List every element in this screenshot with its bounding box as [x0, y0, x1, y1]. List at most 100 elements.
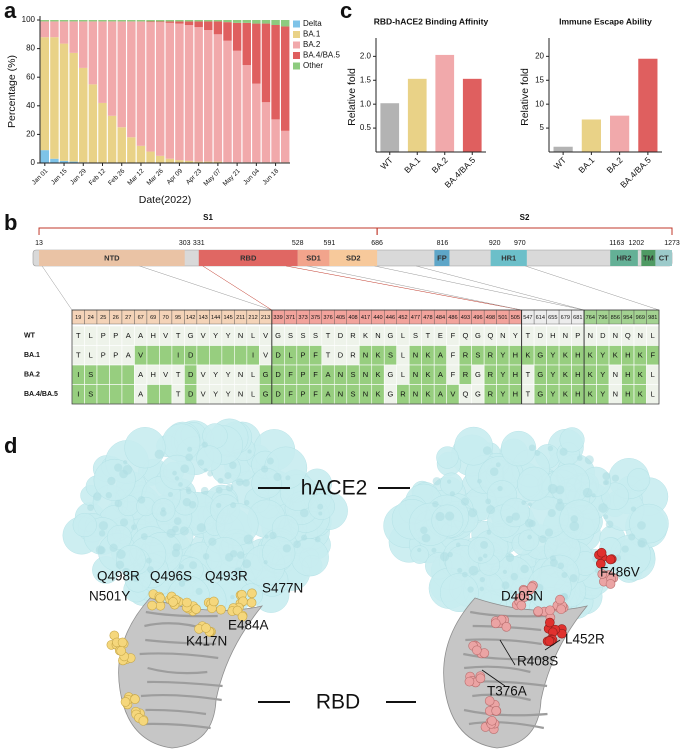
surface-texture [521, 500, 526, 505]
surface-texture [131, 524, 137, 531]
surface-texture [216, 571, 223, 578]
residue-sphere [246, 597, 257, 608]
surface-texture [598, 503, 608, 513]
surface-texture [420, 526, 428, 534]
x-tick-label: Apr 23 [185, 167, 204, 186]
surface-blob [517, 466, 552, 502]
residue: T [176, 390, 181, 399]
column-header: 477 [411, 315, 420, 321]
residue: K [425, 390, 430, 399]
residue-sphere [605, 554, 616, 565]
chart-title: RBD-hACE2 Binding Affinity [374, 16, 489, 26]
bar-segment [107, 20, 117, 22]
table-cell [121, 384, 135, 405]
surface-texture [557, 562, 565, 570]
surface-texture [282, 544, 292, 553]
residue-sphere [247, 588, 257, 599]
rbd-strand [145, 708, 207, 716]
surface-texture [532, 596, 538, 602]
domain [655, 250, 672, 266]
position-label: 816 [437, 240, 449, 247]
y-tick-label: 80 [26, 44, 35, 53]
surface-texture [195, 587, 203, 595]
residue-sphere [147, 600, 157, 611]
bar-segment [69, 161, 78, 163]
bar-segment [280, 130, 290, 163]
x-tick-label: BA.1 [576, 155, 596, 175]
x-tick-label: BA.2 [430, 155, 450, 175]
domain [434, 250, 450, 266]
position-label: 1273 [664, 240, 680, 247]
surface-texture [140, 533, 148, 540]
residue: N [413, 351, 418, 360]
residue: Y [226, 370, 231, 379]
residue: K [425, 351, 430, 360]
x-tick-label: BA.1 [402, 155, 422, 175]
residue: D [188, 390, 194, 399]
bar-segment [165, 20, 175, 22]
position-label: 591 [324, 240, 336, 247]
legend-swatch [293, 41, 300, 49]
domain-label: RBD [240, 253, 257, 262]
residue: P [301, 351, 306, 360]
surface-texture [421, 533, 431, 543]
column-header: 67 [138, 315, 144, 321]
x-tick-label: May 07 [202, 167, 222, 187]
surface-texture [468, 508, 478, 518]
surface-texture [235, 478, 244, 486]
surface-texture [172, 470, 177, 476]
bar-segment [184, 20, 194, 22]
bar-segment [204, 30, 213, 162]
rbd-strand [140, 693, 222, 702]
residue: V [201, 370, 206, 379]
column-header: 405 [336, 315, 345, 321]
residue: G [263, 390, 269, 399]
residue: R [488, 351, 494, 360]
residue: Q [462, 331, 468, 340]
domain-label: HR1 [501, 253, 516, 262]
bar-segment [252, 83, 261, 163]
residue: N [375, 331, 380, 340]
residue: Y [550, 351, 555, 360]
residue: H [625, 390, 630, 399]
column-header: 954 [623, 315, 632, 321]
residue-sphere [155, 593, 165, 603]
residue: G [388, 331, 394, 340]
column-header: 614 [536, 315, 545, 321]
surface-texture [511, 512, 520, 521]
bar [380, 103, 400, 152]
bar-segment [98, 20, 107, 22]
rbd-strand [463, 708, 548, 717]
residue: V [163, 331, 168, 340]
bar-segment [194, 20, 203, 22]
segment-label: S2 [520, 213, 530, 222]
bar-segment [184, 160, 194, 163]
bar-segment [175, 23, 184, 161]
residue: P [101, 351, 106, 360]
residue-sphere [130, 694, 140, 704]
surface-texture [502, 569, 508, 574]
y-tick-label: 40 [26, 101, 35, 110]
bar-segment [146, 21, 155, 23]
surface-texture [547, 509, 556, 518]
rbd-strand [147, 666, 208, 675]
residue: N [500, 331, 505, 340]
residue: Y [600, 370, 605, 379]
bar [435, 54, 455, 153]
residue: V [163, 370, 168, 379]
residue: N [363, 390, 368, 399]
column-header: 27 [125, 315, 131, 321]
domain-label: CT [659, 253, 669, 262]
surface-blob [454, 426, 493, 466]
residue: T [76, 331, 81, 340]
surface-texture [445, 511, 455, 521]
residue: A [438, 390, 443, 399]
bar-segment [261, 102, 271, 163]
surface-texture [559, 447, 568, 456]
residue: R [463, 351, 469, 360]
residue: T [326, 331, 331, 340]
residue: V [263, 331, 268, 340]
surface-blob [410, 545, 429, 564]
residue: G [263, 370, 269, 379]
residue: H [150, 331, 155, 340]
